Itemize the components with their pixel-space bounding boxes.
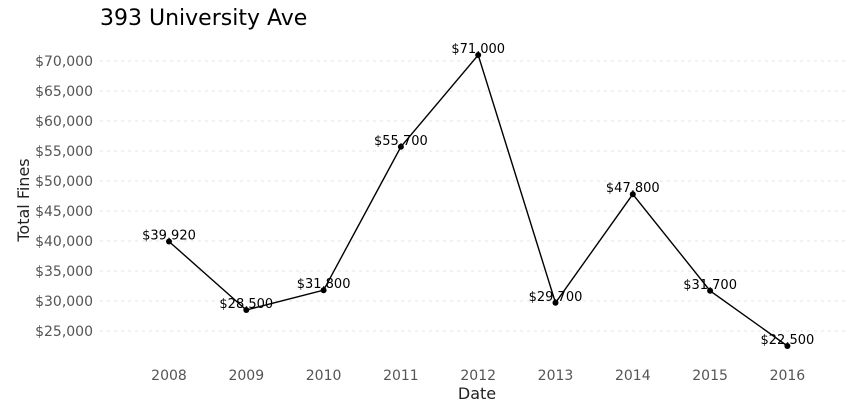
x-tick-label: 2009 (228, 368, 264, 384)
y-tick-label: $50,000 (35, 174, 93, 190)
x-tick-label: 2012 (460, 368, 496, 384)
data-label: $31,700 (683, 278, 737, 293)
x-tick-label: 2008 (151, 368, 187, 384)
y-tick-label: $65,000 (35, 84, 93, 100)
x-axis-label: Date (458, 384, 496, 403)
data-label: $22,500 (761, 333, 815, 348)
x-tick-label: 2015 (692, 368, 728, 384)
data-label: $31,800 (297, 277, 351, 292)
x-tick-label: 2014 (615, 368, 651, 384)
data-label: $55,700 (374, 134, 428, 149)
chart-title: 393 University Ave (100, 6, 308, 31)
data-label: $29,700 (529, 290, 583, 305)
data-points (166, 52, 791, 349)
data-label: $71,000 (451, 42, 505, 57)
y-axis-label: Total Fines (14, 158, 33, 242)
data-point (243, 307, 250, 313)
y-tick-label: $25,000 (35, 324, 93, 340)
x-tick-label: 2011 (383, 368, 419, 384)
y-tick-label: $40,000 (35, 234, 93, 250)
y-axis-ticks: $25,000 $30,000 $35,000 $40,000 $45,000 $50,0… (35, 54, 93, 340)
x-tick-label: 2010 (306, 368, 342, 384)
y-tick-label: $60,000 (35, 114, 93, 130)
y-tick-label: $70,000 (35, 54, 93, 70)
data-label: $47,800 (606, 181, 660, 196)
x-tick-label: 2016 (770, 368, 806, 384)
data-point (320, 287, 327, 294)
data-point (166, 238, 172, 245)
data-point (475, 52, 482, 58)
x-tick-label: 2013 (538, 368, 574, 384)
y-tick-label: $30,000 (35, 294, 93, 310)
data-point (552, 299, 559, 306)
data-label: $28,500 (219, 297, 273, 312)
data-label: $39,920 (142, 228, 196, 243)
data-point (397, 143, 404, 150)
data-point (707, 287, 714, 294)
y-tick-label: $45,000 (35, 204, 93, 220)
data-labels: $39,920 $28,500 $31,800 $55,700 $71,000 $29,7… (142, 42, 814, 348)
data-point (629, 191, 636, 198)
y-tick-label: $35,000 (35, 264, 93, 280)
x-axis-ticks: 2008 2009 2010 2011 2012 2013 2014 2015 2016 (151, 368, 805, 384)
data-point (784, 343, 791, 349)
y-tick-label: $55,000 (35, 144, 93, 160)
